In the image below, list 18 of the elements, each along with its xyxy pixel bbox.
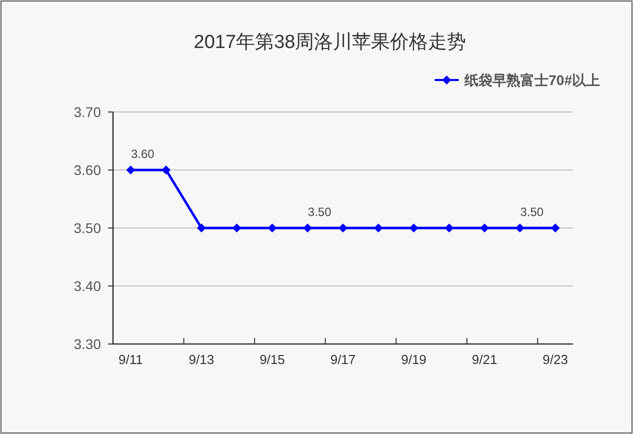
y-tick-label: 3.60 [74, 162, 102, 178]
y-tick-label: 3.30 [74, 336, 102, 352]
data-label: 3.60 [131, 147, 155, 161]
data-label: 3.50 [308, 205, 332, 219]
y-tick-label: 3.40 [74, 278, 102, 294]
legend: 纸袋早熟富士70#以上 [434, 72, 600, 88]
x-tick-label: 9/23 [542, 352, 568, 367]
x-tick-label: 9/21 [472, 352, 498, 367]
x-tick-label: 9/11 [118, 352, 143, 367]
x-tick-label: 9/13 [188, 352, 214, 367]
y-tick-label: 3.50 [74, 220, 102, 236]
x-tick-label: 9/19 [401, 352, 426, 367]
title: 2017年第38周洛川苹果价格走势 [194, 32, 466, 53]
y-tick-label: 3.70 [74, 104, 102, 120]
x-tick-label: 9/15 [260, 352, 285, 367]
data-label: 3.50 [520, 205, 544, 219]
x-tick-label: 9/17 [330, 352, 356, 367]
legend-label: 纸袋早熟富士70#以上 [464, 72, 600, 88]
